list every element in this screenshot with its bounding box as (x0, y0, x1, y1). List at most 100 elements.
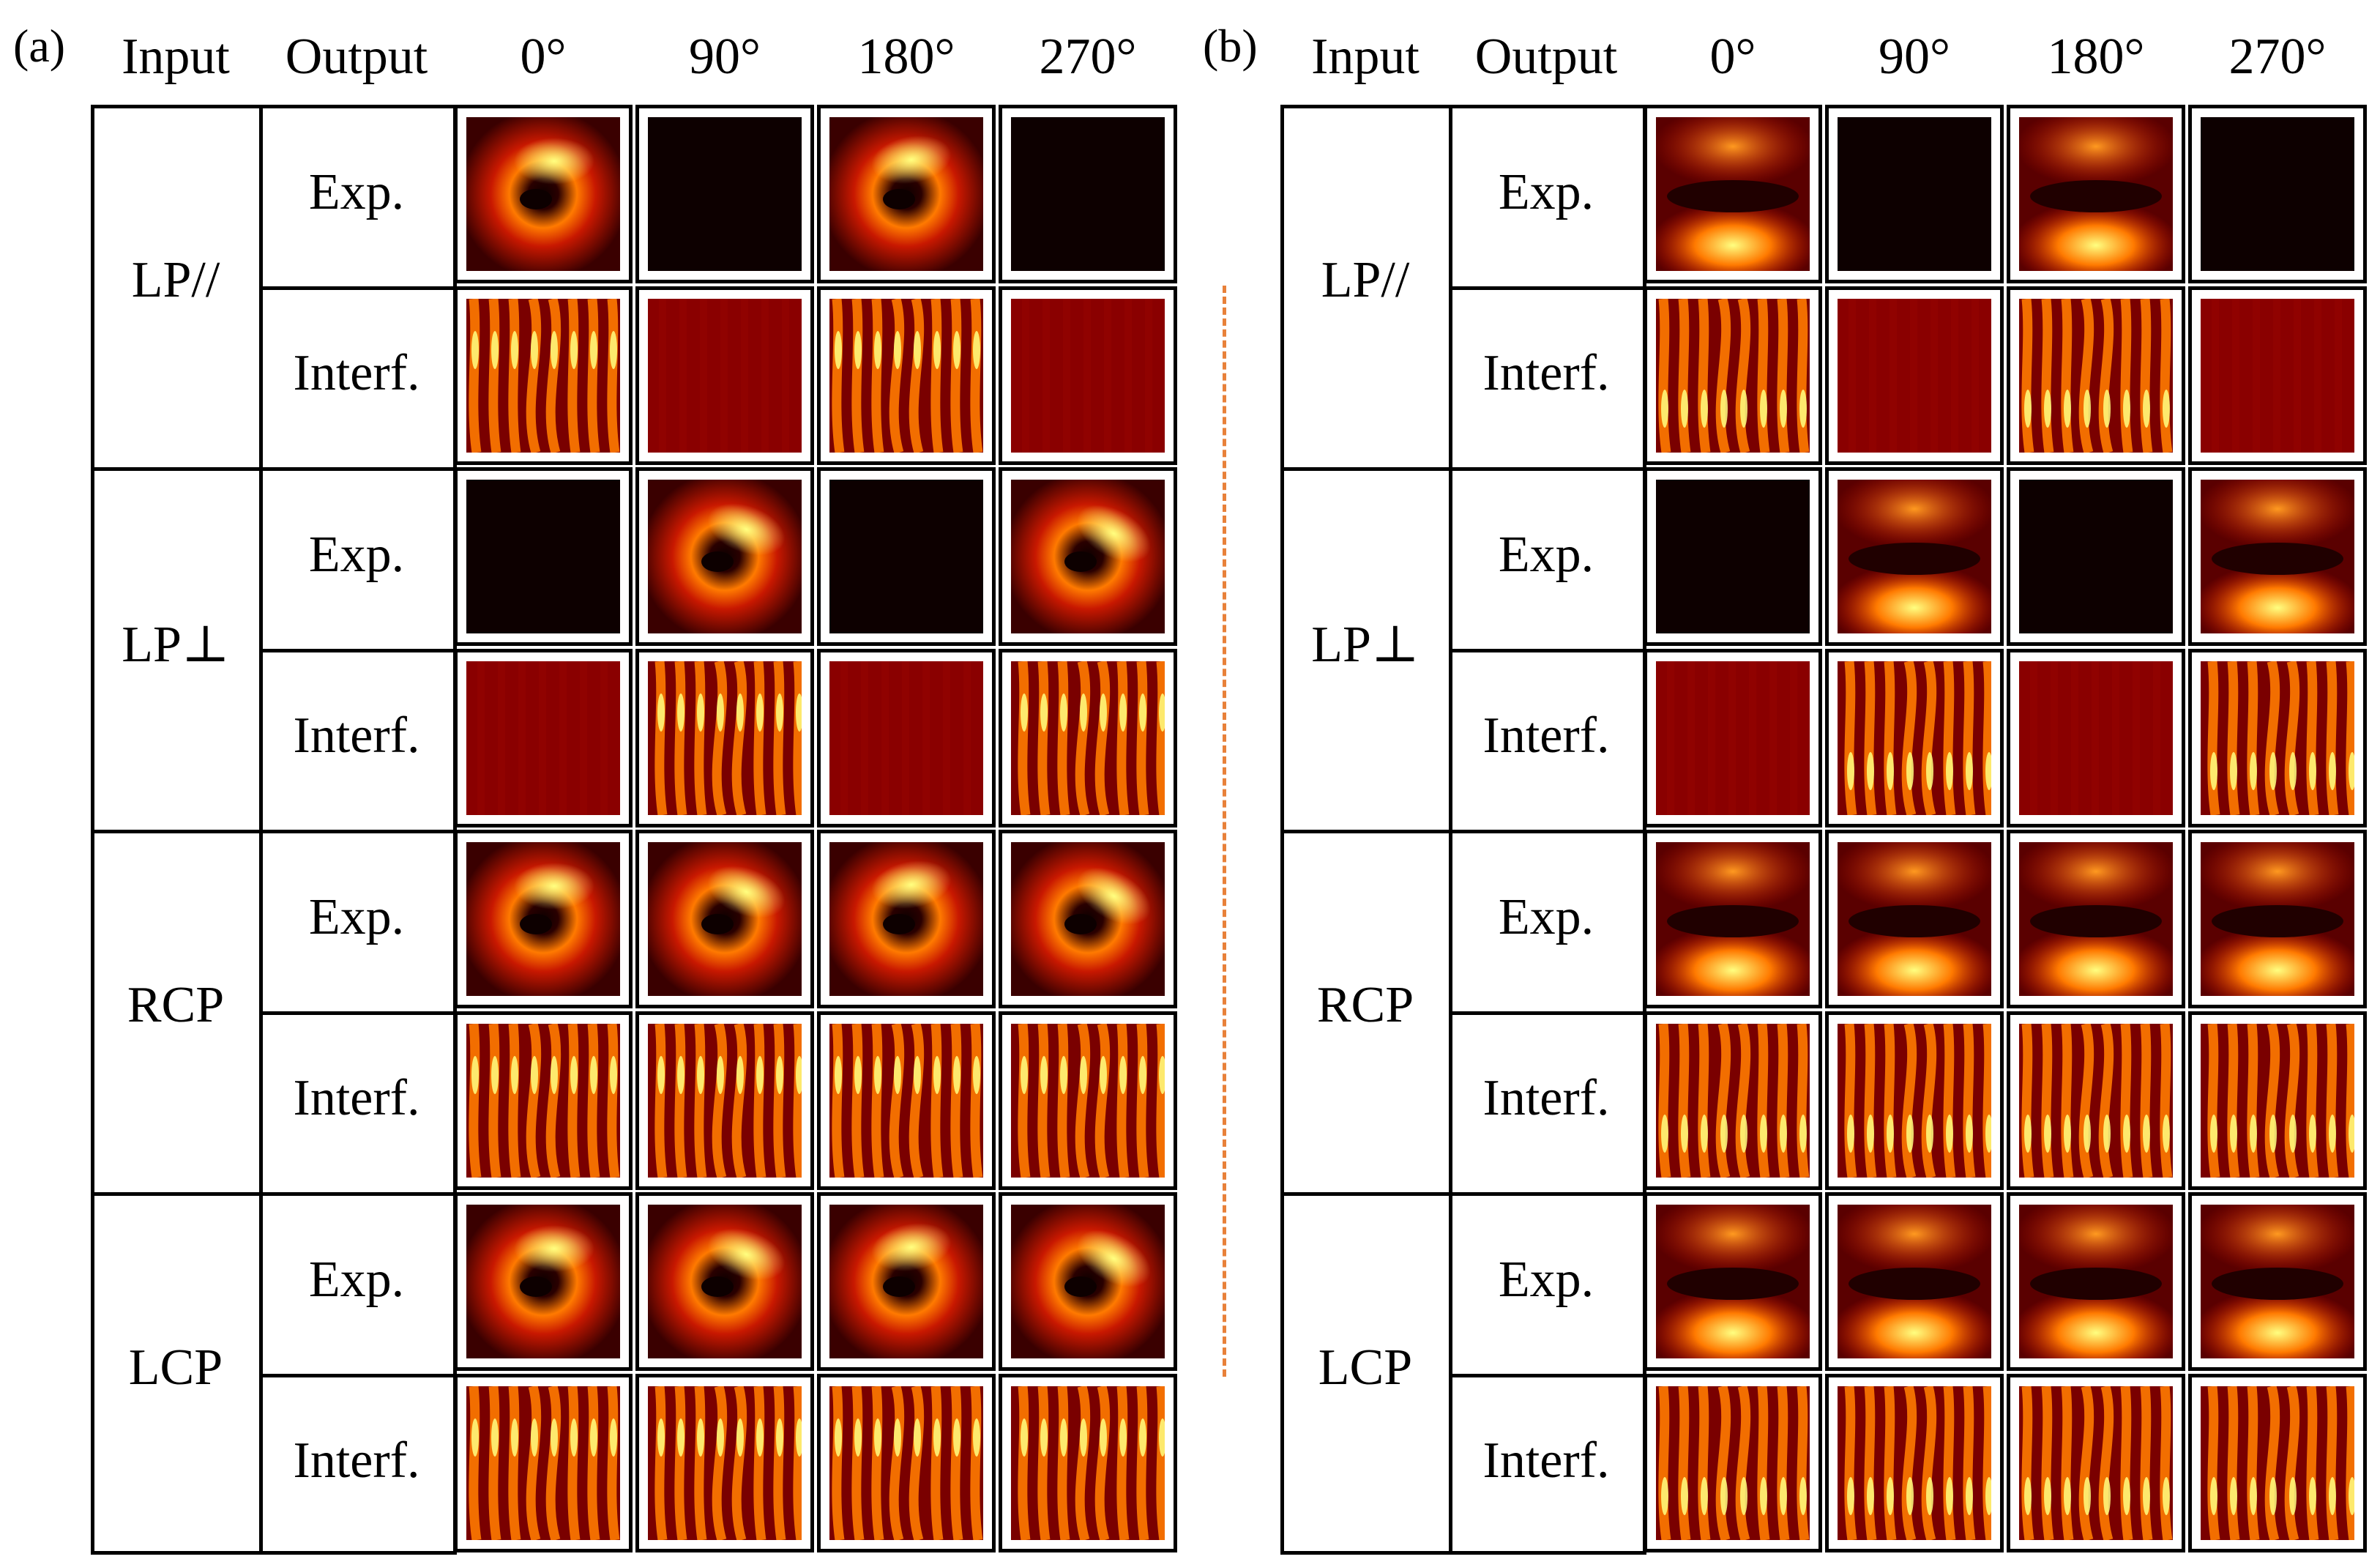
beam-image (1644, 1192, 1822, 1371)
beam-image (999, 1192, 1177, 1371)
beam-pattern (466, 1386, 620, 1540)
panel-b: (b) Input Output 0° 90° 180° 270° LP// Exp. (1190, 0, 2367, 1562)
column-header: Output (1474, 29, 1618, 85)
beam-image (817, 830, 996, 1008)
beam-image (817, 1011, 996, 1190)
table-divider (91, 467, 454, 471)
beam-pattern (2201, 1205, 2354, 1358)
beam-image (1644, 1011, 1822, 1190)
panel-label: (a) (13, 20, 66, 72)
output-label: Exp. (308, 163, 405, 220)
output-label: Exp. (1498, 163, 1594, 220)
beam-pattern (1838, 661, 1991, 815)
beam-image (454, 1011, 633, 1190)
output-label: Interf. (1482, 707, 1610, 765)
beam-pattern (466, 1023, 620, 1178)
panel-divider (1223, 286, 1226, 1377)
beam-image (2007, 1192, 2185, 1371)
output-label: Exp. (1498, 888, 1594, 945)
beam-image (1644, 648, 1822, 828)
beam-image (817, 1373, 996, 1552)
beam-pattern (2019, 117, 2173, 271)
beam-pattern (2019, 480, 2173, 633)
beam-image (817, 467, 996, 646)
table-divider (1280, 1192, 1644, 1196)
beam-pattern (466, 480, 620, 633)
beam-pattern (1656, 480, 1810, 633)
beam-pattern (829, 1205, 983, 1358)
column-header: Input (1311, 29, 1420, 85)
beam-image (635, 830, 814, 1008)
table-divider (1280, 467, 1644, 471)
input-label: LCP (1318, 1339, 1413, 1396)
beam-pattern (1838, 1386, 1991, 1540)
beam-image (1644, 286, 1822, 465)
beam-image (817, 1192, 996, 1371)
beam-pattern (829, 117, 983, 271)
beam-pattern (648, 1023, 802, 1178)
table-divider (1449, 1011, 1644, 1015)
beam-image (454, 1373, 633, 1552)
beam-pattern (1656, 1205, 1810, 1358)
beam-image (2007, 105, 2185, 283)
beam-pattern (1011, 298, 1165, 453)
beam-image (1825, 467, 2004, 646)
beam-image (454, 830, 633, 1008)
output-label: Interf. (1482, 345, 1610, 402)
output-label: Exp. (308, 1251, 405, 1308)
beam-pattern (829, 842, 983, 996)
beam-pattern (1011, 1023, 1165, 1178)
beam-image (999, 648, 1177, 828)
beam-image (1825, 648, 2004, 828)
beam-pattern (1656, 117, 1810, 271)
beam-image (2007, 1011, 2185, 1190)
beam-pattern (466, 117, 620, 271)
beam-image (454, 105, 633, 283)
panel-a: (a) Input Output 0° 90° 180° 270° LP// Exp. (0, 0, 1177, 1562)
beam-image (635, 1373, 814, 1552)
column-header: 270° (2228, 29, 2327, 85)
input-label: LP⊥ (1311, 616, 1420, 673)
beam-image (1644, 105, 1822, 283)
beam-pattern (466, 298, 620, 453)
beam-image (2007, 830, 2185, 1008)
beam-pattern (829, 480, 983, 633)
column-header: 90° (1879, 29, 1950, 85)
beam-image (2188, 1192, 2367, 1371)
input-label: LP// (1321, 251, 1410, 308)
input-label: RCP (127, 976, 225, 1033)
beam-pattern (648, 842, 802, 996)
beam-pattern (1011, 1386, 1165, 1540)
beam-pattern (1011, 1205, 1165, 1358)
beam-pattern (2019, 1205, 2173, 1358)
beam-image (1644, 830, 1822, 1008)
column-header: 0° (520, 29, 567, 85)
beam-image (999, 286, 1177, 465)
output-label: Interf. (293, 345, 420, 402)
beam-pattern (1838, 480, 1991, 633)
beam-image (999, 830, 1177, 1008)
beam-image (454, 286, 633, 465)
beam-image (2007, 467, 2185, 646)
beam-pattern (1838, 1023, 1991, 1178)
beam-pattern (2201, 842, 2354, 996)
table-divider (259, 1373, 454, 1377)
beam-pattern (466, 1205, 620, 1358)
beam-image (2188, 648, 2367, 828)
beam-image (1825, 830, 2004, 1008)
input-label: LCP (128, 1339, 223, 1396)
panel-label: (b) (1203, 20, 1258, 72)
beam-pattern (648, 298, 802, 453)
beam-image (1644, 467, 1822, 646)
beam-pattern (648, 480, 802, 633)
beam-pattern (648, 1205, 802, 1358)
table-divider (1449, 286, 1644, 290)
beam-image (1825, 105, 2004, 283)
table-divider (1449, 1373, 1644, 1377)
beam-pattern (1011, 480, 1165, 633)
beam-image (1825, 1192, 2004, 1371)
beam-pattern (2019, 661, 2173, 815)
beam-pattern (2019, 298, 2173, 453)
beam-pattern (2201, 117, 2354, 271)
beam-image (2188, 286, 2367, 465)
